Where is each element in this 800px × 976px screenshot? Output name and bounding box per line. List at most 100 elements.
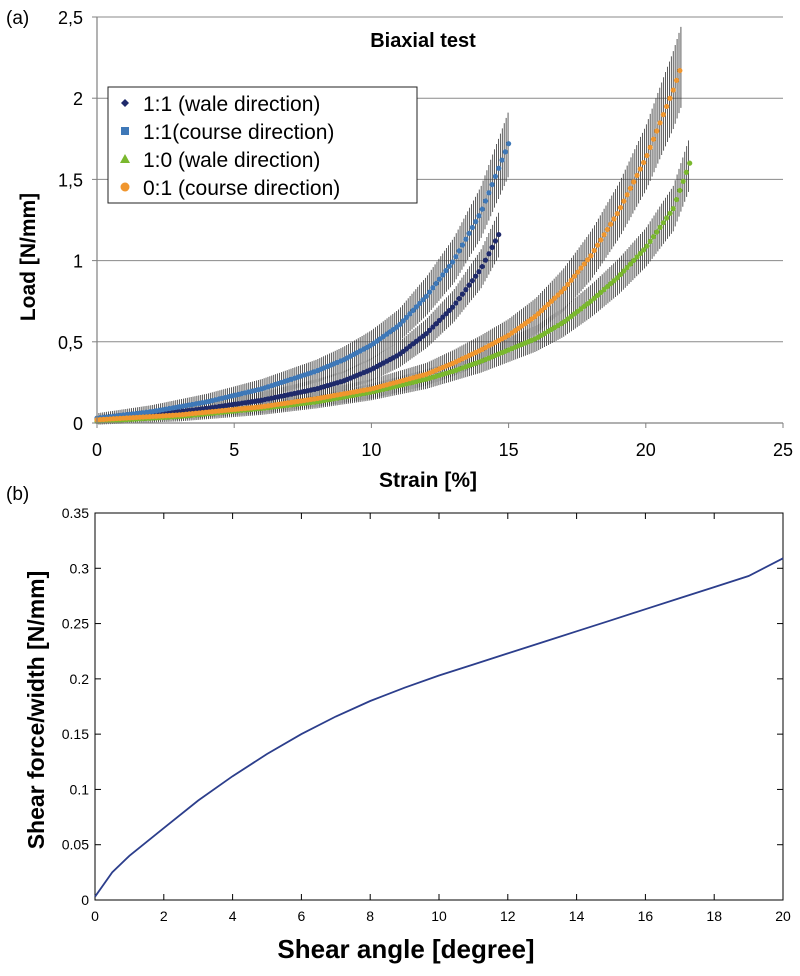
y-tick-label-a: 1 [73, 252, 83, 272]
data-point [621, 268, 627, 274]
data-point [608, 221, 614, 227]
legend-marker [121, 99, 129, 107]
data-point [561, 285, 568, 292]
x-tick-label-b: 6 [298, 908, 306, 924]
data-point [463, 236, 469, 242]
y-tick-label-a: 0 [73, 414, 83, 434]
data-point [400, 318, 406, 324]
data-point [647, 144, 653, 150]
legend-label: 1:1(course direction) [143, 121, 334, 144]
data-point [466, 230, 472, 236]
data-point [585, 257, 591, 263]
data-point [479, 206, 485, 212]
x-tick-label-b: 4 [229, 908, 237, 924]
y-ticks-a: 0 0,5 1 1,5 2 2,5 [58, 8, 97, 434]
data-point [426, 289, 433, 295]
data-point [604, 226, 610, 233]
x-tick-label-b: 8 [366, 908, 374, 924]
data-point [637, 250, 643, 257]
x-ticks-a: 0 5 10 15 20 25 [92, 423, 793, 460]
data-point [683, 169, 690, 175]
data-point [499, 157, 505, 163]
y-axis-label-a: Load [N/mm] [17, 193, 40, 321]
data-point [621, 198, 627, 204]
data-point [423, 293, 429, 299]
data-point [450, 259, 456, 265]
data-point [476, 213, 482, 219]
y-tick-label-b: 0.2 [70, 671, 90, 687]
chart-a: (a) 0 5 10 15 20 25 0 0,5 1 1,5 2 2,5 Biaxial test… [6, 8, 793, 492]
data-point [476, 269, 482, 275]
data-point [660, 112, 666, 118]
data-point [433, 280, 439, 287]
y-tick-label-a: 1,5 [58, 170, 83, 190]
markers-a [94, 67, 693, 424]
data-point [538, 308, 545, 314]
data-point [545, 301, 551, 307]
data-point [654, 229, 660, 235]
data-point [502, 149, 508, 155]
data-point [459, 291, 466, 297]
data-point [443, 268, 449, 274]
data-point [634, 172, 640, 179]
data-point [664, 103, 670, 110]
data-point [469, 224, 475, 231]
legend-marker [121, 127, 129, 135]
data-point [644, 152, 650, 159]
legend-box-a [107, 86, 418, 204]
plot-frame-b [94, 512, 784, 901]
data-point [469, 278, 475, 284]
data-point [687, 160, 693, 166]
data-point [486, 190, 492, 196]
legend-marker [120, 154, 130, 163]
data-point [673, 196, 680, 203]
data-point [575, 269, 581, 275]
series-line-shear [94, 557, 784, 898]
data-point [680, 178, 686, 184]
y-tick-label-b: 0.25 [62, 616, 89, 632]
data-point [637, 166, 643, 172]
data-point [417, 300, 423, 306]
data-point [453, 254, 459, 260]
data-point [631, 257, 637, 264]
y-tick-label-b: 0.1 [70, 781, 90, 797]
panel-label-b: (b) [6, 484, 29, 505]
data-point [667, 210, 673, 216]
x-axis-label-b: Shear angle [degree] [277, 934, 534, 964]
data-point [614, 211, 620, 217]
data-point [670, 206, 676, 212]
data-point [407, 311, 413, 317]
data-point [489, 244, 495, 250]
legend-label: 1:0 (wale direction) [143, 149, 320, 172]
data-point [436, 317, 443, 324]
data-point [578, 265, 584, 271]
data-point [443, 311, 449, 317]
x-tick-label-a: 25 [773, 440, 793, 460]
x-ticks-b: 0 2 4 6 8 10 12 14 16 18 20 [91, 513, 791, 924]
data-point [420, 297, 426, 303]
data-point [473, 273, 479, 279]
data-point [673, 77, 680, 83]
data-point [506, 141, 512, 147]
series-course-0-1 [94, 67, 683, 423]
data-point [670, 87, 676, 93]
data-point [617, 204, 624, 211]
data-point [664, 215, 670, 221]
x-tick-label-a: 20 [636, 440, 656, 460]
data-point [456, 248, 462, 254]
data-point [667, 95, 673, 101]
data-point [660, 220, 666, 226]
y-tick-label-a: 2,5 [58, 8, 83, 28]
data-point [594, 242, 601, 248]
data-point [473, 219, 479, 225]
data-point [426, 327, 433, 333]
y-tick-label-b: 0.35 [62, 505, 89, 521]
data-point [641, 159, 647, 166]
data-point [482, 198, 489, 204]
x-tick-label-a: 10 [361, 440, 381, 460]
x-axis-label-a: Strain [%] [379, 469, 477, 492]
data-point [482, 257, 489, 263]
data-point [558, 289, 564, 295]
data-point [430, 324, 436, 330]
